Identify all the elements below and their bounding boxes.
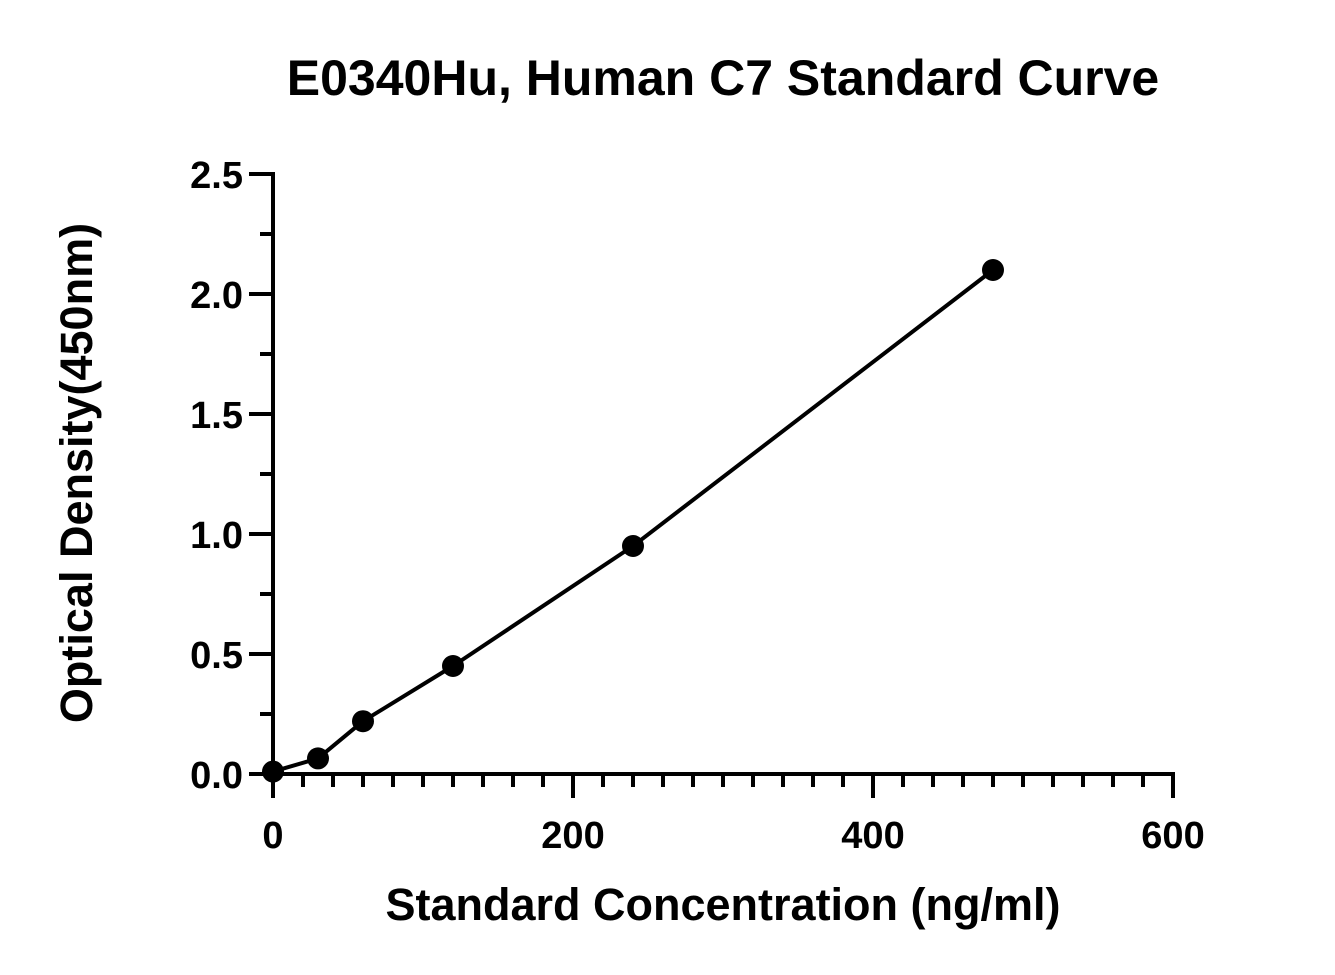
data-point <box>442 655 464 677</box>
y-tick-label: 0.0 <box>190 755 243 797</box>
y-tick-label: 0.5 <box>190 635 243 677</box>
x-axis-label: Standard Concentration (ng/ml) <box>386 879 1061 930</box>
data-point <box>352 710 374 733</box>
x-tick-label: 600 <box>1141 815 1204 857</box>
chart-title: E0340Hu, Human C7 Standard Curve <box>287 50 1160 106</box>
data-point <box>982 259 1004 281</box>
plot-area: 0.0 0.5 1.0 1.5 2.0 2.5 0 200 400 600 <box>190 155 1205 857</box>
data-point <box>307 747 329 770</box>
x-tick-label: 0 <box>262 815 283 857</box>
y-tick-label: 2.0 <box>190 275 243 317</box>
y-tick-label: 1.0 <box>190 515 243 557</box>
data-point <box>622 535 644 557</box>
x-tick-label: 400 <box>841 815 904 857</box>
data-point <box>262 760 284 783</box>
y-tick-label: 1.5 <box>190 395 243 437</box>
y-axis-label: Optical Density(450nm) <box>51 223 102 723</box>
x-tick-label: 200 <box>541 815 604 857</box>
y-tick-label: 2.5 <box>190 155 243 197</box>
series-0-fit-line <box>272 268 995 774</box>
